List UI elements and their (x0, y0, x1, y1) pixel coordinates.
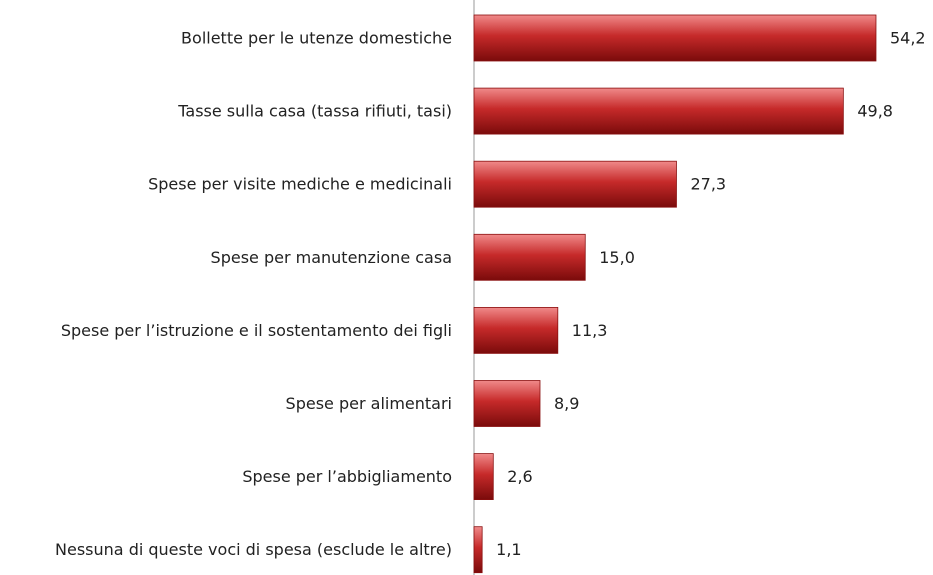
value-label: 27,3 (690, 175, 726, 194)
value-label: 11,3 (572, 321, 608, 340)
bar (473, 526, 483, 574)
bar (473, 453, 494, 501)
bar (473, 14, 877, 62)
category-label: Spese per l’istruzione e il sostentament… (61, 321, 452, 340)
bar (473, 306, 559, 354)
category-label: Spese per alimentari (286, 394, 452, 413)
value-label: 1,1 (496, 540, 521, 559)
category-label: Bollette per le utenze domestiche (181, 29, 452, 48)
category-label: Spese per manutenzione casa (211, 248, 452, 267)
value-label: 49,8 (857, 102, 893, 121)
bar (473, 233, 586, 281)
bar (473, 87, 844, 135)
category-label: Spese per visite mediche e medicinali (148, 175, 452, 194)
value-label: 8,9 (554, 394, 579, 413)
category-label: Tasse sulla casa (tassa rifiuti, tasi) (177, 102, 452, 121)
category-label: Nessuna di queste voci di spesa (esclude… (55, 540, 452, 559)
value-label: 15,0 (599, 248, 635, 267)
value-label: 54,2 (890, 29, 926, 48)
value-label: 2,6 (507, 467, 532, 486)
bar (473, 380, 541, 427)
bar (473, 160, 677, 208)
category-label: Spese per l’abbigliamento (242, 467, 452, 486)
